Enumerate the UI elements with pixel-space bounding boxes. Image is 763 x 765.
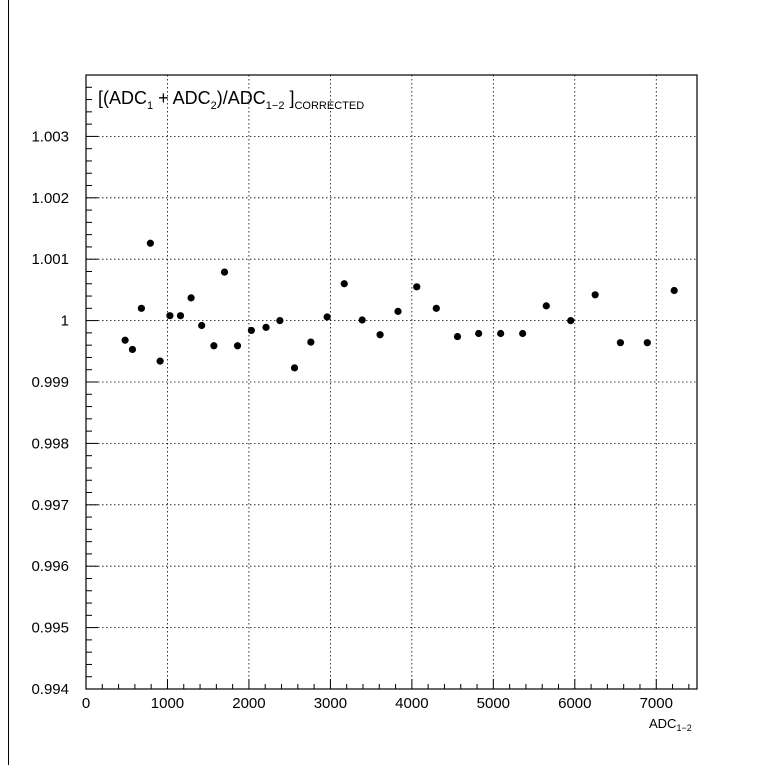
data-point [220,268,229,276]
y-tick-label: 0.997 [31,497,69,514]
data-point [233,342,242,350]
data-point [176,312,185,320]
data-point [121,336,129,344]
y-tick-label: 0.995 [31,620,69,637]
data-point [323,313,331,321]
x-tick-label: 5000 [477,695,510,712]
data-point [413,283,421,291]
data-points [121,239,678,372]
y-tick-label: 0.999 [31,374,69,391]
data-point [394,307,402,315]
data-point [432,304,440,312]
x-tick-label: 0 [82,695,90,712]
data-point [247,326,255,335]
data-point [340,280,348,288]
x-axis-tick-labels: 0 1000 2000 3000 4000 5000 6000 7000 [82,695,673,712]
axis-ticks [85,86,690,690]
data-point [567,317,575,325]
data-point [358,316,366,324]
y-tick-label: 0.996 [31,558,69,575]
y-tick-label: 1.002 [31,190,69,207]
data-point [643,339,651,347]
data-point [519,329,527,338]
y-tick-label: 1 [61,313,69,330]
data-point [591,291,599,299]
y-tick-label: 1.001 [31,251,69,268]
x-tick-label: 2000 [232,695,265,712]
data-point [670,286,678,295]
data-point [187,294,195,302]
left-frame-line [8,0,9,765]
x-tick-label: 4000 [395,695,428,712]
data-point [616,339,625,347]
data-point [262,323,270,331]
data-point [156,357,164,365]
data-point [146,239,154,247]
x-tick-label: 6000 [558,695,591,712]
x-tick-label: 3000 [314,695,347,712]
data-point [210,342,218,350]
y-axis-tick-labels: 0.994 0.995 0.996 0.997 0.998 0.999 1 1.001 1.00… [31,128,69,698]
data-point [475,329,483,338]
data-point [453,332,462,341]
data-point [307,338,315,346]
data-point [290,364,299,372]
x-axis-label: ADC1−2 [649,716,692,733]
y-tick-label: 0.998 [31,435,69,452]
data-point [497,329,505,338]
data-point [128,345,137,354]
data-point [376,331,384,339]
x-tick-label: 7000 [640,695,673,712]
data-point [542,302,550,310]
data-point [198,321,206,330]
chart-title: [(ADC1 + ADC2)/ADC1−2 ]CORRECTED [98,88,364,112]
y-tick-label: 0.994 [31,681,69,698]
data-point [137,304,145,312]
data-point [276,317,284,325]
y-tick-label: 1.003 [31,128,69,145]
x-tick-label: 1000 [151,695,184,712]
grid-lines [86,75,697,689]
data-point [166,312,174,320]
